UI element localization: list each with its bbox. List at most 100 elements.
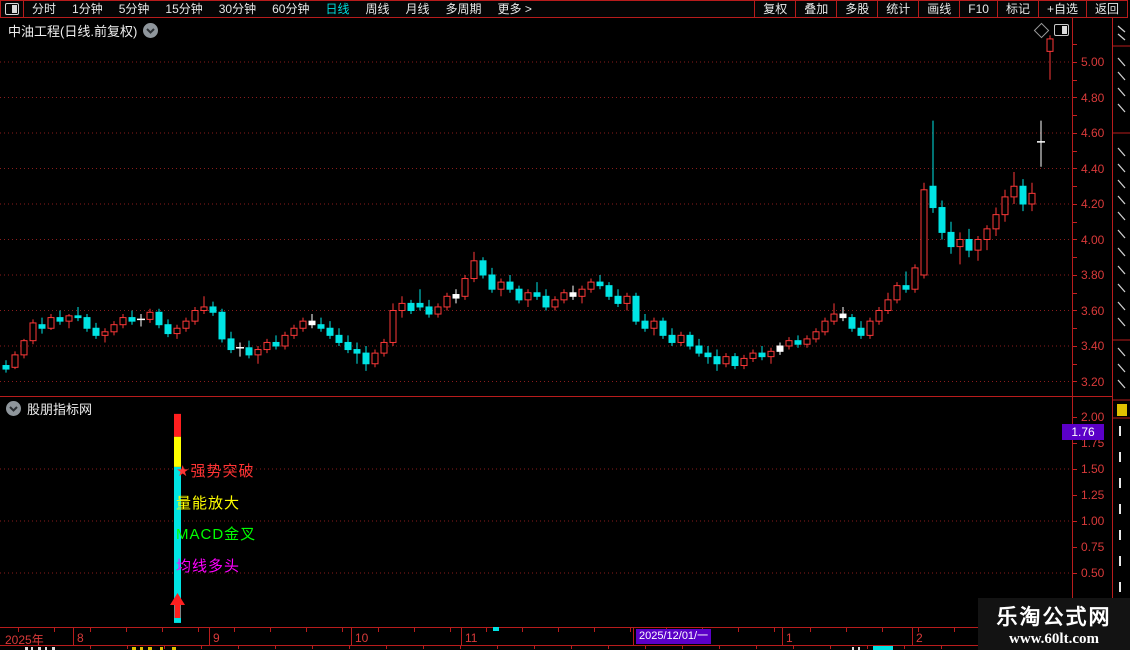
indicator-axis-label: 0.50: [1081, 566, 1105, 580]
month-separator: [73, 628, 74, 645]
indicator-axis-label: 1.25: [1081, 488, 1105, 502]
period-tab[interactable]: 1分钟: [72, 2, 103, 16]
toolbar-button[interactable]: 复权: [754, 1, 795, 17]
chevron-down-icon[interactable]: [6, 401, 21, 416]
cutoff-text-fragment: [38, 647, 41, 650]
window-split-icon[interactable]: [1, 1, 24, 17]
week-tick: [306, 628, 307, 632]
toolbar-button[interactable]: 标记: [996, 1, 1038, 17]
cutoff-tick: [201, 646, 202, 649]
cutoff-tick: [793, 646, 794, 649]
toolbar-button[interactable]: 画线: [918, 1, 959, 17]
right-edge-strip: [1112, 18, 1130, 650]
side-panel-toggle-icon[interactable]: [1054, 24, 1069, 36]
indicator-axis-tick: [1073, 521, 1077, 522]
cutoff-text-fragment: [858, 647, 860, 650]
indicator-axis-label: 0.75: [1081, 540, 1105, 554]
price-axis-tick: [1073, 346, 1077, 347]
cutoff-text-fragment: [140, 647, 143, 650]
toolbar-button[interactable]: 返回: [1085, 1, 1127, 17]
cutoff-tick: [941, 646, 942, 649]
week-tick: [774, 628, 775, 632]
period-tab[interactable]: 月线: [405, 2, 430, 16]
toolbar-button[interactable]: F10: [959, 1, 997, 17]
date-label: 2025年: [5, 633, 44, 647]
date-label: 11: [465, 631, 478, 645]
price-axis-label: 3.60: [1081, 303, 1105, 318]
cutoff-tick: [386, 646, 387, 649]
price-axis-tick: [1073, 80, 1077, 81]
price-axis-label: 4.00: [1081, 232, 1105, 247]
week-tick: [522, 628, 523, 632]
price-axis-tick: [1073, 239, 1077, 240]
indicator-axis-label: 1.50: [1081, 462, 1105, 476]
cutoff-tick: [90, 646, 91, 649]
price-axis-tick: [1073, 204, 1077, 205]
date-label: 10: [355, 631, 369, 645]
month-separator: [912, 628, 913, 645]
indicator-axis-label: 1.00: [1081, 514, 1105, 528]
price-axis-tick: [1073, 222, 1077, 223]
period-tab[interactable]: 更多 >: [497, 2, 532, 16]
month-separator: [209, 628, 210, 645]
week-tick: [270, 628, 271, 632]
date-label: 9: [213, 631, 220, 645]
cutoff-tick: [423, 646, 424, 649]
toolbar-button[interactable]: 统计: [877, 1, 918, 17]
signal-label: 均线多头: [176, 558, 241, 575]
indicator-axis-tick: [1073, 443, 1077, 444]
cutoff-tick: [756, 646, 757, 649]
period-tab[interactable]: 15分钟: [165, 2, 203, 16]
chevron-down-icon[interactable]: [143, 23, 159, 38]
price-axis-label: 5.00: [1081, 55, 1105, 69]
period-tab[interactable]: 分时: [32, 2, 57, 16]
week-tick: [954, 628, 955, 632]
week-tick: [18, 628, 19, 632]
price-axis-tick: [1073, 186, 1077, 187]
week-tick: [126, 628, 127, 632]
period-tab[interactable]: 60分钟: [272, 2, 310, 16]
indicator-chart[interactable]: [0, 397, 1072, 627]
price-axis-label: 3.40: [1081, 339, 1105, 353]
period-tab[interactable]: 周线: [365, 2, 390, 16]
cutoff-tick: [349, 646, 350, 649]
price-axis-label: 4.40: [1081, 161, 1105, 176]
price-axis-tick: [1073, 328, 1077, 329]
price-axis-tick: [1073, 115, 1077, 116]
indicator-axis-tick: [1073, 469, 1077, 470]
date-label: 1: [786, 631, 793, 645]
week-tick: [162, 628, 163, 632]
week-tick: [378, 628, 379, 632]
week-tick: [54, 628, 55, 632]
watermark-url: www.60lt.com: [1009, 630, 1099, 647]
cutoff-text-fragment: [160, 647, 163, 650]
price-axis-label: 4.80: [1081, 90, 1105, 105]
period-tab[interactable]: 日线: [325, 2, 350, 16]
week-tick: [90, 628, 91, 632]
price-axis-tick: [1073, 168, 1077, 169]
month-separator: [633, 628, 634, 645]
price-axis-label: 4.20: [1081, 197, 1105, 211]
toolbar-button[interactable]: +自选: [1037, 1, 1086, 17]
period-tab[interactable]: 多周期: [445, 2, 482, 16]
period-tab[interactable]: 30分钟: [218, 2, 257, 16]
week-tick: [234, 628, 235, 632]
week-tick: [810, 628, 811, 632]
toolbar-button[interactable]: 叠加: [795, 1, 836, 17]
date-label: 8: [77, 631, 84, 645]
month-separator: [461, 628, 462, 645]
candlestick-chart[interactable]: [0, 18, 1072, 396]
price-axis-tick: [1073, 44, 1077, 45]
cutoff-tick: [238, 646, 239, 649]
price-axis-tick: [1073, 275, 1077, 276]
toolbar-button[interactable]: 多股: [836, 1, 877, 17]
cutoff-tick: [571, 646, 572, 649]
price-axis-tick: [1073, 310, 1077, 311]
cutoff-text-fragment: [172, 647, 176, 650]
price-axis-tick: [1073, 293, 1077, 294]
cutoff-tick: [534, 646, 535, 649]
current-value-badge: 1.76: [1062, 424, 1104, 440]
stock-title: 中油工程(日线.前复权): [8, 24, 138, 39]
period-tab[interactable]: 5分钟: [118, 2, 150, 16]
